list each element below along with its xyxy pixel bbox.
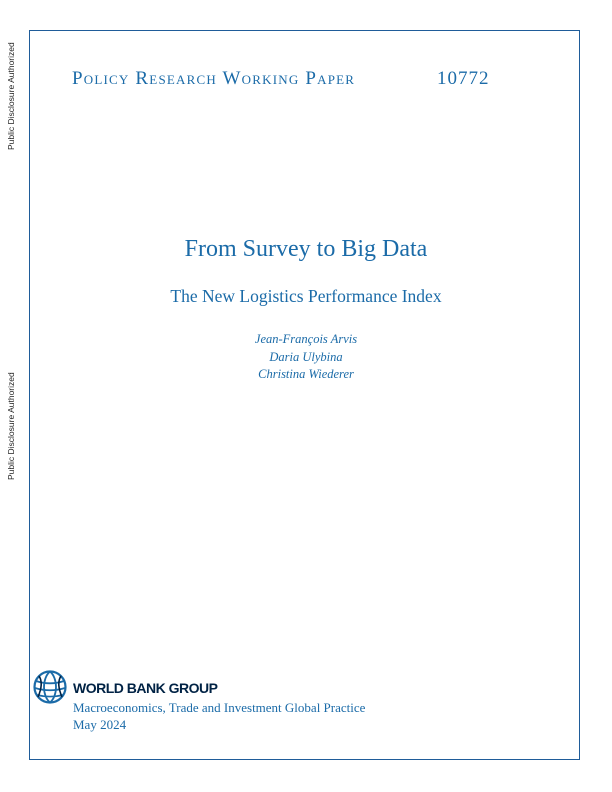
author-name: Jean-François Arvis (254, 332, 358, 346)
world-bank-globe-icon (33, 670, 67, 704)
public-disclosure-label-top: Public Disclosure Authorized (6, 42, 16, 150)
world-bank-group-wordmark: WORLD BANK GROUP (73, 680, 218, 696)
world-bank-logo: WORLD BANK GROUP (33, 670, 233, 706)
cover-frame (29, 30, 580, 760)
paper-subtitle: The New Logistics Performance Index (170, 286, 442, 306)
author-name: Christina Wiederer (258, 367, 354, 381)
global-practice: Macroeconomics, Trade and Investment Glo… (73, 700, 366, 715)
author-name: Daria Ulybina (269, 349, 343, 364)
series-title: Policy Research Working Paper (72, 68, 356, 89)
paper-title: From Survey to Big Data (184, 236, 428, 262)
publication-date: May 2024 (73, 717, 127, 732)
author-list: Jean-François Arvis Daria Ulybina Christ… (0, 331, 612, 384)
paper-number: 10772 (437, 68, 490, 89)
